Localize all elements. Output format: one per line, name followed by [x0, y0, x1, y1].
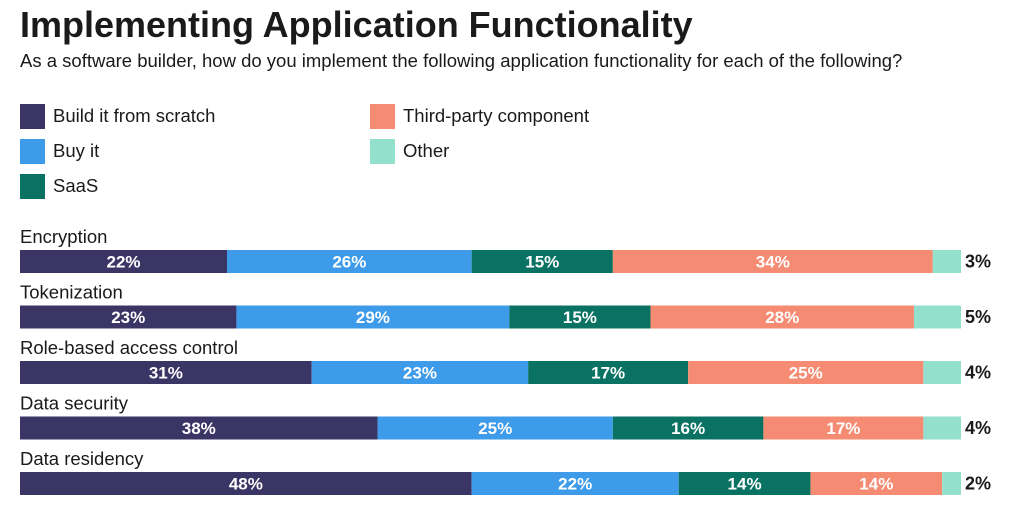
data-label-data-residency-build-it-from-scratch: 48% — [229, 475, 263, 494]
legend-swatch-saas — [20, 173, 45, 199]
data-label-role-based-access-control-buy-it: 23% — [403, 364, 437, 383]
data-label-role-based-access-control-saas: 17% — [591, 364, 625, 383]
bar-tokenization-saas — [509, 305, 651, 329]
legend-label-buy: Buy it — [53, 140, 100, 161]
chart-title: Implementing Application Functionality — [20, 4, 693, 45]
legend-label-saas: SaaS — [53, 175, 99, 196]
category-label-data-residency: Data residency — [20, 448, 144, 469]
data-label-role-based-access-control-other: 4% — [965, 363, 991, 383]
category-label-data-security: Data security — [20, 393, 129, 414]
data-label-tokenization-buy-it: 29% — [356, 308, 390, 327]
bar-tokenization-build-it-from-scratch — [20, 305, 237, 329]
bar-role-based-access-control-build-it-from-scratch — [20, 361, 312, 384]
bar-encryption-third-party-component — [612, 250, 933, 273]
data-label-data-residency-other: 2% — [965, 474, 991, 494]
data-label-tokenization-saas: 15% — [563, 308, 597, 327]
bar-data-security-buy-it — [377, 416, 613, 440]
bar-role-based-access-control-third-party-component — [688, 361, 924, 384]
bar-data-security-build-it-from-scratch — [20, 416, 378, 440]
data-label-data-residency-third-party-component: 14% — [859, 475, 893, 494]
bar-data-security-saas — [612, 416, 764, 440]
bar-tokenization-other — [913, 305, 961, 329]
bar-tokenization-third-party-component — [650, 305, 914, 329]
data-label-encryption-other: 3% — [965, 252, 991, 272]
bar-role-based-access-control-other — [923, 361, 961, 384]
data-label-tokenization-other: 5% — [965, 307, 991, 327]
data-label-role-based-access-control-third-party-component: 25% — [789, 364, 823, 383]
bar-data-residency-other — [942, 472, 961, 495]
data-label-tokenization-build-it-from-scratch: 23% — [111, 308, 145, 327]
category-label-role-based-access-control: Role-based access control — [20, 337, 238, 358]
legend-swatch-third-party — [370, 103, 395, 129]
data-label-data-residency-buy-it: 22% — [558, 475, 592, 494]
bar-encryption-buy-it — [227, 250, 472, 273]
legend-item-saas: SaaS — [20, 172, 98, 200]
chart-subtitle: As a software builder, how do you implem… — [20, 50, 903, 71]
legend-swatch-other — [370, 138, 395, 164]
bar-data-residency-buy-it — [471, 472, 679, 495]
data-label-encryption-third-party-component: 34% — [756, 253, 790, 272]
legend-item-third-party: Third-party component — [370, 102, 589, 130]
legend-label-build: Build it from scratch — [53, 105, 216, 126]
data-label-data-security-build-it-from-scratch: 38% — [182, 419, 216, 438]
legend-item-buy: Buy it — [20, 137, 99, 165]
data-label-tokenization-third-party-component: 28% — [765, 308, 799, 327]
category-label-encryption: Encryption — [20, 226, 107, 247]
legend-item-other: Other — [370, 137, 449, 165]
legend-item-build: Build it from scratch — [20, 102, 215, 130]
data-label-encryption-buy-it: 26% — [332, 253, 366, 272]
legend-label-other: Other — [403, 140, 450, 161]
legend-swatch-buy — [20, 138, 45, 164]
legend-swatch-build — [20, 103, 45, 129]
bar-data-residency-build-it-from-scratch — [20, 472, 472, 495]
data-label-data-security-buy-it: 25% — [478, 419, 512, 438]
bar-role-based-access-control-saas — [528, 361, 689, 384]
data-label-encryption-saas: 15% — [525, 253, 559, 272]
bar-encryption-build-it-from-scratch — [20, 250, 228, 273]
data-label-data-security-other: 4% — [965, 418, 991, 438]
data-label-data-security-third-party-component: 17% — [826, 419, 860, 438]
bar-encryption-other — [932, 250, 961, 273]
data-label-data-residency-saas: 14% — [728, 475, 762, 494]
legend-label-third-party: Third-party component — [403, 105, 590, 126]
data-label-encryption-build-it-from-scratch: 22% — [106, 253, 140, 272]
data-label-role-based-access-control-build-it-from-scratch: 31% — [149, 364, 183, 383]
bar-tokenization-buy-it — [236, 305, 510, 329]
legend: Build it from scratch Buy it SaaS Third-… — [20, 102, 720, 202]
bar-encryption-saas — [471, 250, 613, 273]
category-label-tokenization: Tokenization — [20, 282, 123, 303]
bar-role-based-access-control-buy-it — [311, 361, 529, 384]
bar-data-residency-third-party-component — [810, 472, 943, 495]
bar-data-residency-saas — [678, 472, 811, 495]
bar-data-security-other — [923, 416, 961, 440]
bar-data-security-third-party-component — [763, 416, 924, 440]
data-label-data-security-saas: 16% — [671, 419, 705, 438]
